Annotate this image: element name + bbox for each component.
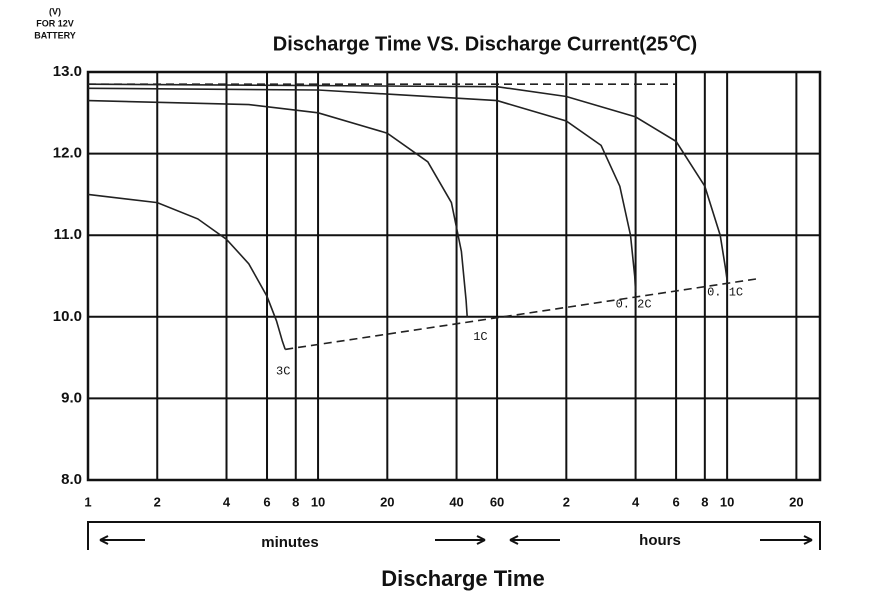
series-label: 1C (473, 330, 487, 344)
y-tick-label: 13.0 (53, 63, 82, 80)
line (87, 99, 468, 317)
x-tick-label: 20 (380, 494, 394, 509)
chart-title: Discharge Time VS. Discharge Current(25℃… (273, 33, 697, 55)
y-tick-label: 8.0 (61, 471, 82, 488)
plot-frame (86, 70, 822, 482)
series-label: 3C (276, 365, 290, 379)
y-tick-label: 11.0 (54, 226, 82, 243)
x-tick-label: 6 (263, 494, 270, 509)
x-tick-label: 6 (672, 494, 679, 509)
x-tick-label: 10 (720, 494, 734, 509)
x-tick-label: 4 (632, 494, 640, 509)
x-tick-label: 4 (223, 494, 231, 509)
line (285, 277, 761, 351)
x-tick-label: 60 (490, 494, 504, 509)
x-tick-label: 2 (154, 494, 161, 509)
x-label: Discharge Time (381, 566, 544, 591)
x-tick-label: 8 (701, 494, 708, 509)
x-tick-label: 8 (292, 494, 299, 509)
line (87, 83, 728, 281)
unit-label: minutes (261, 534, 319, 551)
y-label: FOR 12V (36, 18, 74, 28)
y-label: (V) (49, 6, 61, 16)
line (87, 193, 286, 350)
x-tick-label: 20 (789, 494, 803, 509)
x-tick-label: 1 (84, 494, 91, 509)
unit-label: hours (639, 532, 681, 549)
line (87, 87, 637, 293)
y-label: BATTERY (34, 30, 76, 40)
series-label: 0. 2C (616, 297, 652, 311)
x-tick-label: 40 (449, 494, 463, 509)
series-label: 0. 1C (707, 285, 743, 299)
y-tick-label: 9.0 (61, 389, 82, 406)
y-tick-label: 10.0 (53, 308, 82, 325)
x-tick-label: 2 (563, 494, 570, 509)
y-tick-label: 12.0 (53, 145, 82, 162)
bracket (87, 521, 821, 550)
x-tick-label: 10 (311, 494, 325, 509)
